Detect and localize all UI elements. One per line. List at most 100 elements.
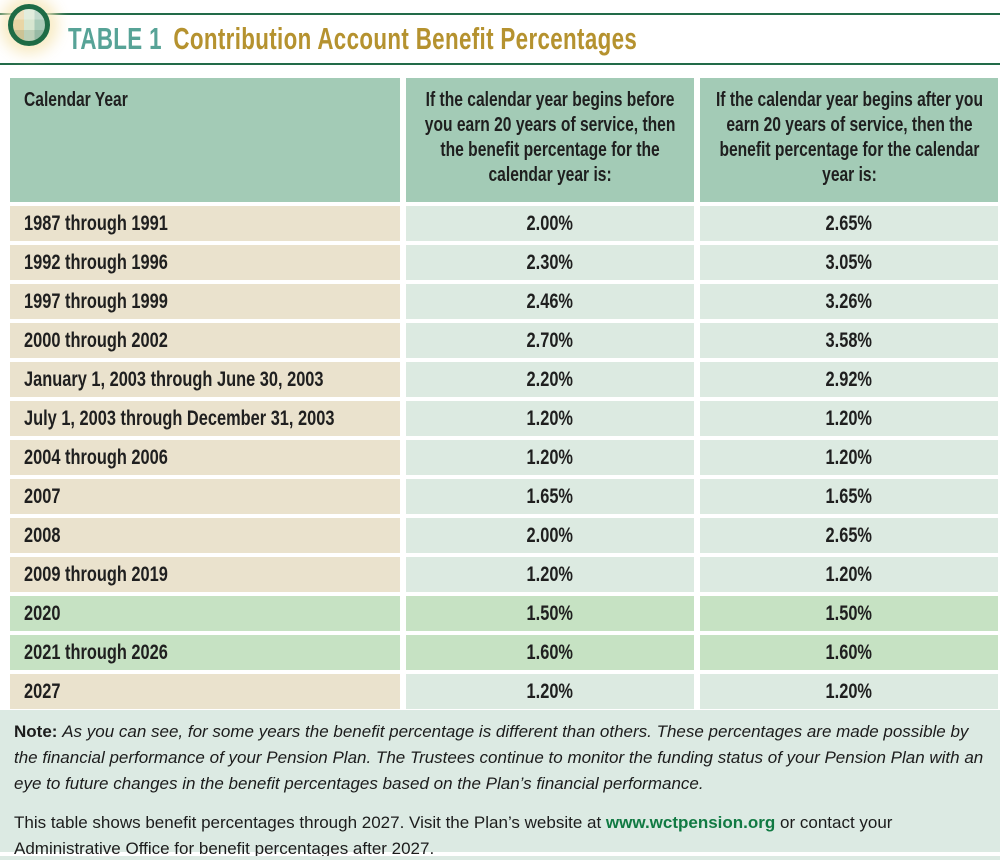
cell-text: 2007 (24, 484, 61, 508)
row-after-cell: 1.20% (700, 440, 998, 475)
cell-text: 3.05% (825, 250, 873, 274)
row-after-cell: 1.20% (700, 401, 998, 436)
cell-text: 2.00% (526, 211, 574, 235)
cell-text: 3.58% (825, 328, 873, 352)
cell-text: 1.20% (526, 406, 574, 430)
row-year-cell: 2004 through 2006 (10, 440, 400, 475)
row-year-cell: 1987 through 1991 (10, 206, 400, 241)
row-after-cell: 1.20% (700, 674, 998, 709)
cell-text: January 1, 2003 through June 30, 2003 (24, 367, 324, 391)
cell-text: 1.60% (825, 640, 873, 664)
row-year-cell: 1992 through 1996 (10, 245, 400, 280)
notes-section: Note: As you can see, for some years the… (0, 710, 1000, 858)
row-year-cell: 2007 (10, 479, 400, 514)
cell-text: 2.92% (825, 367, 873, 391)
row-year-cell: 1997 through 1999 (10, 284, 400, 319)
note-text: As you can see, for some years the benef… (14, 722, 984, 793)
website-link[interactable]: www.wctpension.org (605, 813, 776, 832)
table-number-label: TABLE 1 (68, 21, 162, 56)
row-before-cell: 1.20% (406, 557, 694, 592)
row-before-cell: 2.46% (406, 284, 694, 319)
row-year-cell: 2000 through 2002 (10, 323, 400, 358)
cell-text: 3.26% (825, 289, 873, 313)
cell-text: 2021 through 2026 (24, 640, 168, 664)
row-year-cell: January 1, 2003 through June 30, 2003 (10, 362, 400, 397)
column-header-before-20-years: If the calendar year begins before you e… (406, 78, 694, 202)
row-year-cell: 2021 through 2026 (10, 635, 400, 670)
column-header-text: If the calendar year begins after you ea… (715, 89, 983, 186)
row-after-cell: 2.65% (700, 206, 998, 241)
note-label: Note: (14, 722, 58, 741)
row-after-cell: 3.58% (700, 323, 998, 358)
row-before-cell: 1.20% (406, 674, 694, 709)
row-before-cell: 1.60% (406, 635, 694, 670)
row-after-cell: 1.50% (700, 596, 998, 631)
cell-text: 1997 through 1999 (24, 289, 168, 313)
row-before-cell: 2.20% (406, 362, 694, 397)
row-year-cell: 2020 (10, 596, 400, 631)
cell-text: 1.20% (526, 445, 574, 469)
row-before-cell: 1.20% (406, 401, 694, 436)
bottom-rule (0, 63, 1000, 65)
footer-paragraph: This table shows benefit percentages thr… (14, 810, 984, 862)
cell-text: July 1, 2003 through December 31, 2003 (24, 406, 335, 430)
row-before-cell: 1.50% (406, 596, 694, 631)
cell-text: 1.20% (825, 406, 873, 430)
top-rule (0, 13, 1000, 15)
cell-text: 1987 through 1991 (24, 211, 168, 235)
cell-text: 2009 through 2019 (24, 562, 168, 586)
benefit-table: Calendar Year If the calendar year begin… (10, 78, 998, 709)
cell-text: 1.20% (825, 562, 873, 586)
note-paragraph: Note: As you can see, for some years the… (14, 719, 984, 797)
cell-text: 1992 through 1996 (24, 250, 168, 274)
cell-text: 2.20% (526, 367, 574, 391)
page-title: Contribution Account Benefit Percentages (173, 21, 638, 56)
row-after-cell: 2.65% (700, 518, 998, 553)
column-header-after-20-years: If the calendar year begins after you ea… (700, 78, 998, 202)
row-before-cell: 1.20% (406, 440, 694, 475)
cell-text: 2008 (24, 523, 61, 547)
cell-text: 2.00% (526, 523, 574, 547)
cell-text: 1.20% (825, 679, 873, 703)
footer-text-post: or contact your Administrative Office fo… (14, 813, 893, 858)
row-after-cell: 3.05% (700, 245, 998, 280)
cell-text: 1.60% (526, 640, 574, 664)
cell-text: 1.65% (526, 484, 574, 508)
row-year-cell: July 1, 2003 through December 31, 2003 (10, 401, 400, 436)
cell-text: 1.50% (526, 601, 574, 625)
cell-text: 1.20% (825, 445, 873, 469)
quilt-circle-logo-icon (8, 4, 50, 46)
column-header-calendar-year: Calendar Year (10, 78, 400, 202)
cell-text: 2004 through 2006 (24, 445, 168, 469)
cell-text: 1.20% (526, 679, 574, 703)
row-before-cell: 2.30% (406, 245, 694, 280)
footer-text-pre: This table shows benefit percentages thr… (14, 813, 606, 832)
row-before-cell: 2.00% (406, 518, 694, 553)
row-after-cell: 3.26% (700, 284, 998, 319)
column-header-text: Calendar Year (24, 89, 128, 111)
cell-text: 2000 through 2002 (24, 328, 168, 352)
row-before-cell: 2.70% (406, 323, 694, 358)
row-before-cell: 1.65% (406, 479, 694, 514)
cell-text: 2020 (24, 601, 61, 625)
row-after-cell: 1.60% (700, 635, 998, 670)
cell-text: 2.65% (825, 523, 873, 547)
row-before-cell: 2.00% (406, 206, 694, 241)
cell-text: 2.30% (526, 250, 574, 274)
cell-text: 1.20% (526, 562, 574, 586)
column-header-text: If the calendar year begins before you e… (424, 89, 676, 186)
row-after-cell: 1.20% (700, 557, 998, 592)
row-year-cell: 2027 (10, 674, 400, 709)
title-row: TABLE 1 Contribution Account Benefit Per… (68, 21, 637, 57)
cell-text: 2.46% (526, 289, 574, 313)
cell-text: 1.65% (825, 484, 873, 508)
cell-text: 2.65% (825, 211, 873, 235)
cell-text: 2027 (24, 679, 61, 703)
row-after-cell: 1.65% (700, 479, 998, 514)
cell-text: 2.70% (526, 328, 574, 352)
row-year-cell: 2009 through 2019 (10, 557, 400, 592)
row-after-cell: 2.92% (700, 362, 998, 397)
cell-text: 1.50% (825, 601, 873, 625)
bottom-section-edge (0, 856, 1000, 860)
row-year-cell: 2008 (10, 518, 400, 553)
